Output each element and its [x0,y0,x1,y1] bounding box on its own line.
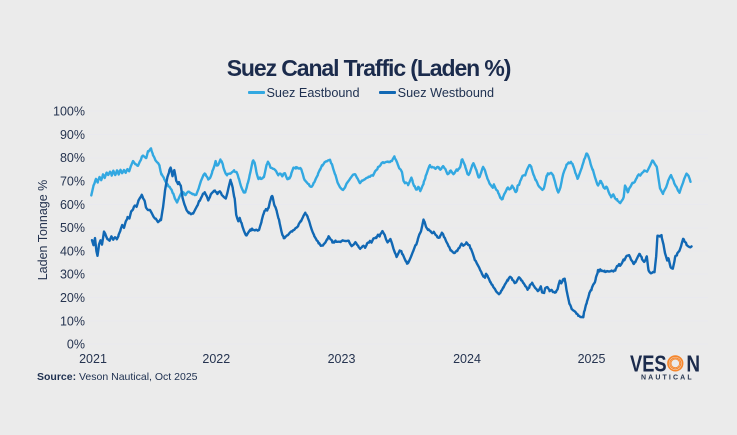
svg-text:70%: 70% [60,175,85,189]
svg-text:90%: 90% [60,128,85,142]
svg-text:30%: 30% [60,268,85,282]
svg-text:50%: 50% [60,221,85,235]
svg-text:100%: 100% [53,105,85,119]
svg-text:2022: 2022 [202,352,230,366]
svg-text:2025: 2025 [578,352,606,366]
svg-text:NAUTICAL: NAUTICAL [641,375,692,382]
svg-text:2021: 2021 [79,352,107,366]
svg-text:Laden Tonnage %: Laden Tonnage % [36,180,50,281]
svg-text:2024: 2024 [453,352,481,366]
svg-text:80%: 80% [60,151,85,165]
svg-text:20%: 20% [60,291,85,305]
svg-text:0%: 0% [67,338,85,352]
svg-text:N: N [686,351,700,377]
svg-text:10%: 10% [60,314,85,328]
svg-text:VES: VES [630,351,667,377]
svg-text:2023: 2023 [328,352,356,366]
svg-text:60%: 60% [60,198,85,212]
svg-text:40%: 40% [60,244,85,258]
